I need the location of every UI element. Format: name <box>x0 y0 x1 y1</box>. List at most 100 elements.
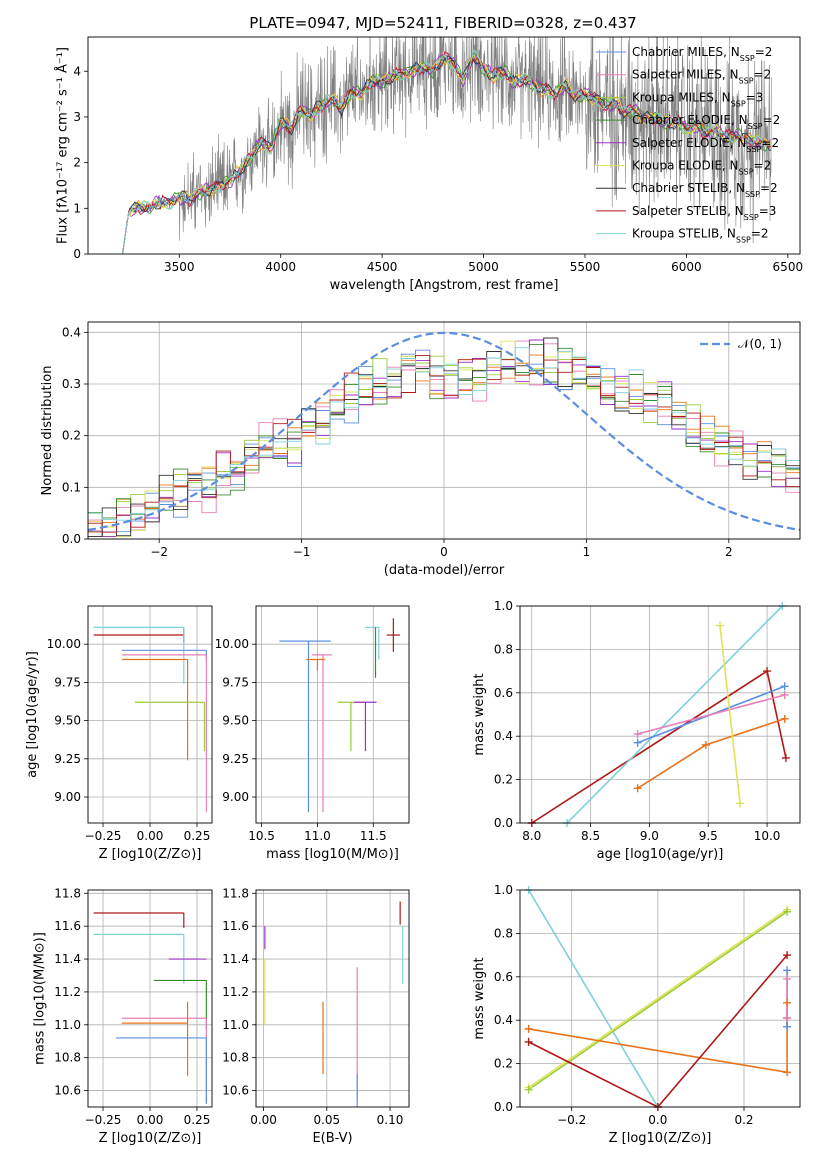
x-axis-label: E(B-V) <box>312 1131 352 1146</box>
y-tick-label: 0.8 <box>494 926 513 940</box>
x-tick-label: −2 <box>150 545 168 559</box>
x-tick-label: 8.5 <box>581 829 600 843</box>
data-point-marker <box>524 1024 533 1033</box>
legend-label: Kroupa MILES, NSSP=3 <box>632 90 763 108</box>
y-tick-label: 0.1 <box>62 480 81 494</box>
data-point-marker <box>783 1014 792 1023</box>
y-axis-label: age [log10(age/yr)] <box>25 651 40 778</box>
x-tick-label: 10.5 <box>248 829 275 843</box>
legend-label: Chabrier MILES, NSSP=2 <box>632 45 772 63</box>
y-tick-label: 10.00 <box>215 637 249 651</box>
axes-frame <box>87 889 213 1108</box>
x-tick-label: 4500 <box>367 260 398 274</box>
histogram-step-line <box>88 355 800 537</box>
panel-mass-weight-vs-age: 8.0 8.5 9.0 9.5 10.0 0.0 0.2 0.4 0.6 0.8 1.0 age [l… <box>472 599 801 862</box>
data-point-marker <box>524 1085 533 1094</box>
x-tick-label: 0.00 <box>137 1113 164 1127</box>
x-axis-label: Z [log10(Z/Z⊙)] <box>609 1131 712 1146</box>
y-tick-label: 10.6 <box>222 1084 249 1098</box>
x-axis-label: (data-model)/error <box>384 563 505 578</box>
y-tick-label: 0.2 <box>494 1057 513 1071</box>
data-point-marker <box>783 974 792 983</box>
model-spectrum-line <box>122 50 772 254</box>
model-spectrum-line <box>122 51 772 254</box>
y-axis-label: mass [log10(M/M⊙)] <box>33 932 48 1065</box>
data-point-marker <box>524 1037 533 1046</box>
y-tick-label: 0.0 <box>494 816 513 830</box>
x-tick-label: 9.0 <box>640 829 659 843</box>
data-point-marker <box>701 740 710 749</box>
x-tick-label: 5500 <box>570 260 601 274</box>
x-axis-label: Z [log10(Z/Z⊙)] <box>99 1131 202 1146</box>
axes-frame <box>519 889 801 1108</box>
plot-area <box>88 331 800 537</box>
legend-label: Chabrier STELIB, NSSP=2 <box>632 181 778 199</box>
panel-age-vs-mass: 10.5 11.0 11.5 9.00 9.25 9.50 9.75 10.00 mass [l… <box>215 605 410 862</box>
y-tick-label: 11.8 <box>54 886 81 900</box>
y-tick-label: 9.75 <box>222 675 249 689</box>
y-tick-label: 10.8 <box>222 1051 249 1065</box>
axes-frame <box>255 889 410 1108</box>
y-tick-label: 0.8 <box>494 642 513 656</box>
x-tick-label: 9.5 <box>699 829 718 843</box>
x-tick-label: 0.10 <box>377 1113 404 1127</box>
data-point-marker <box>783 907 792 916</box>
x-tick-label: 0.25 <box>184 1113 211 1127</box>
y-tick-label: 0.4 <box>62 325 81 339</box>
data-point-marker <box>716 621 724 630</box>
model-spectrum-line <box>122 55 772 254</box>
x-tick-label: −0.2 <box>557 1113 586 1127</box>
y-tick-label: 11.6 <box>222 919 249 933</box>
data-point-marker <box>783 1068 792 1077</box>
panel-mass-vs-Z: −0.25 0.00 0.25 10.6 10.8 11.0 11.2 11.4 11.6 11.… <box>33 886 213 1146</box>
y-tick-label: 11.0 <box>54 1018 81 1032</box>
x-tick-label: 3500 <box>164 260 195 274</box>
y-tick-label: 11.4 <box>222 952 249 966</box>
axes-frame <box>87 321 801 540</box>
legend-label: Chabrier ELODIE, NSSP=2 <box>632 113 780 131</box>
panel-residuals: −2 −1 0 1 2 0.0 0.1 0.2 0.3 0.4 (data-model)/error… <box>40 321 801 578</box>
x-tick-label: 0.00 <box>250 1113 277 1127</box>
y-tick-label: 0.6 <box>494 970 513 984</box>
y-tick-label: 10.00 <box>47 637 81 651</box>
x-tick-label: 6500 <box>773 260 804 274</box>
model-spectrum-line <box>122 53 772 254</box>
x-tick-label: 0 <box>440 545 448 559</box>
y-tick-label: 1.0 <box>494 883 513 897</box>
plot-area <box>264 901 404 1107</box>
x-tick-label: 1 <box>583 545 591 559</box>
y-tick-label: 11.6 <box>54 919 81 933</box>
x-tick-label: 0.00 <box>137 829 164 843</box>
y-tick-label: 9.25 <box>54 752 81 766</box>
y-tick-label: 0.2 <box>494 773 513 787</box>
y-tick-label: 11.2 <box>222 985 249 999</box>
x-axis-label: mass [log10(M/M⊙)] <box>266 847 399 862</box>
mass-weight-line <box>528 954 788 1107</box>
model-spectrum-line <box>122 52 772 254</box>
data-point-marker <box>780 682 789 691</box>
model-spectrum-line <box>122 52 772 254</box>
data-point-marker <box>781 753 790 762</box>
plot-area <box>93 912 207 1104</box>
histogram-step-line <box>88 347 800 521</box>
plot-area <box>279 618 401 813</box>
x-tick-label: 2 <box>725 545 733 559</box>
y-tick-label: 9.50 <box>222 714 249 728</box>
x-tick-label: 8.0 <box>522 829 541 843</box>
mass-weight-line <box>531 669 787 823</box>
histogram-step-line <box>88 354 800 533</box>
legend-label: 𝒩(0, 1) <box>738 337 782 351</box>
x-tick-label: 0.0 <box>648 1113 667 1127</box>
y-tick-label: 11.0 <box>222 1018 249 1032</box>
model-spectrum-line <box>122 49 772 254</box>
mass-weight-line <box>528 908 788 1089</box>
histogram-step-line <box>88 337 800 537</box>
y-tick-label: 11.4 <box>54 952 81 966</box>
x-tick-label: 11.0 <box>304 829 331 843</box>
y-tick-label: 0.6 <box>494 686 513 700</box>
legend-label: Kroupa STELIB, NSSP=2 <box>632 227 769 245</box>
y-tick-label: 4 <box>73 64 81 78</box>
x-axis-label: wavelength [Angstrom, rest frame] <box>330 278 559 293</box>
data-point-marker <box>780 714 789 723</box>
